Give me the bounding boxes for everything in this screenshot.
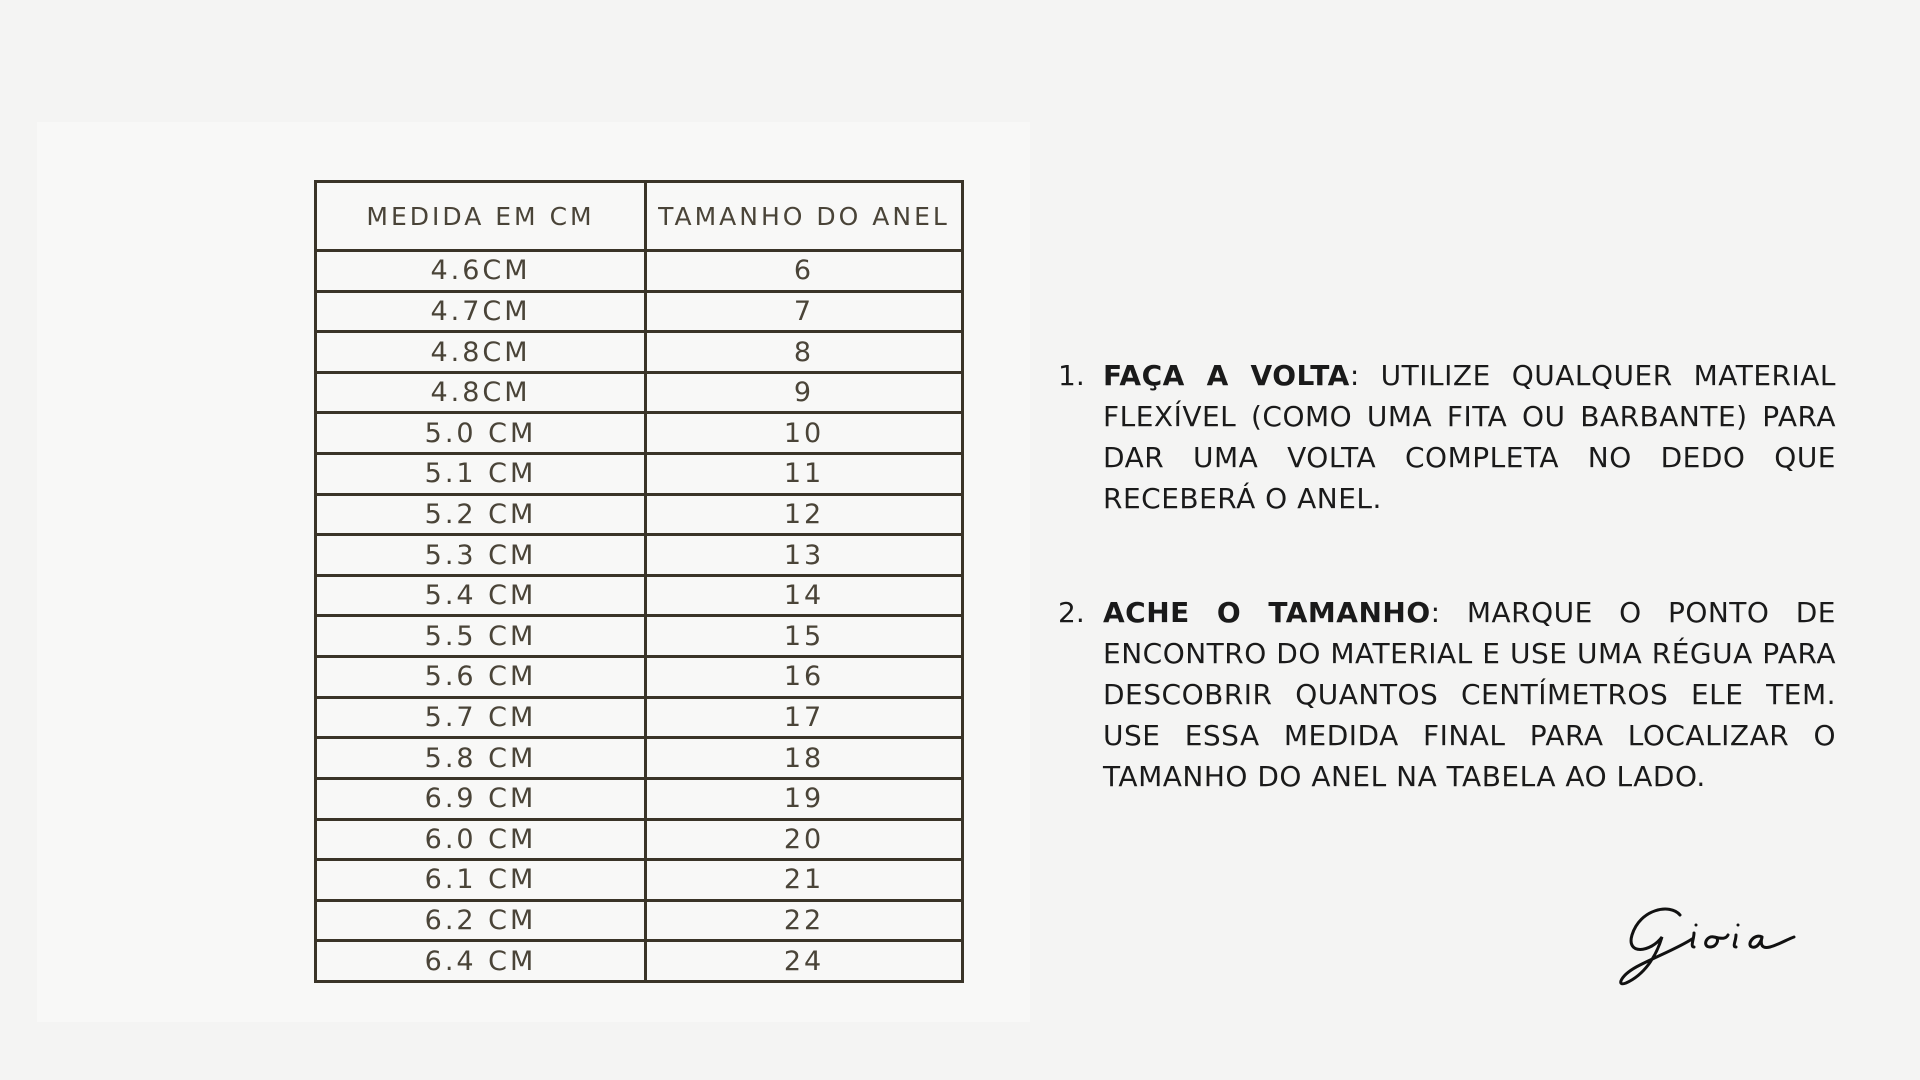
ring-size-cell: 7 [644,289,964,334]
header-measure: MEDIDA EM CM [314,180,647,252]
measure-cell: 5.3 CM [314,533,647,577]
ring-size-table: MEDIDA EM CM TAMANHO DO ANEL 4.6CM 6 4.7CM… [314,180,964,983]
ring-size-cell: 18 [644,736,964,780]
ring-size-cell: 9 [644,370,964,415]
table-row: 6.2 CM 22 [314,898,964,943]
ring-size-cell: 11 [644,452,964,496]
measure-cell: 5.0 CM [314,411,647,456]
table-row: 4.7CM 7 [314,289,964,334]
ring-size-cell: 15 [644,614,964,659]
measure-cell: 6.2 CM [314,898,647,943]
ring-size-cell: 24 [644,939,964,983]
table-row: 6.9 CM 19 [314,776,964,821]
header-ring-size: TAMANHO DO ANEL [644,180,964,252]
step-number: 1. [1058,359,1085,392]
measure-cell: 6.0 CM [314,817,647,862]
table-row: 6.1 CM 21 [314,858,964,902]
table-row: 5.4 CM 14 [314,573,964,618]
ring-size-cell: 20 [644,817,964,862]
table-header-row: MEDIDA EM CM TAMANHO DO ANEL [314,180,964,252]
table-row: 5.5 CM 15 [314,614,964,659]
ring-size-cell: 22 [644,898,964,943]
ring-size-cell: 14 [644,573,964,618]
ring-size-cell: 17 [644,695,964,740]
measure-cell: 4.8CM [314,330,647,374]
measure-cell: 5.7 CM [314,695,647,740]
table-row: 5.0 CM 10 [314,411,964,456]
measure-cell: 6.1 CM [314,858,647,902]
step-text: : UTILIZE QUALQUER MATERIAL FLEXÍVEL (CO… [1103,359,1836,515]
measure-cell: 5.1 CM [314,452,647,496]
table-row: 5.1 CM 11 [314,452,964,496]
ring-size-cell: 21 [644,858,964,902]
measure-cell: 4.7CM [314,289,647,334]
table-row: 5.7 CM 17 [314,695,964,740]
instructions: 1. FAÇA A VOLTA: UTILIZE QUALQUER MATERI… [1058,355,1836,870]
measure-cell: 4.8CM [314,370,647,415]
measure-cell: 6.9 CM [314,776,647,821]
ring-size-cell: 6 [644,249,964,293]
measure-cell: 4.6CM [314,249,647,293]
measure-cell: 5.8 CM [314,736,647,780]
measure-cell: 5.6 CM [314,655,647,699]
step-title: ACHE O TAMANHO [1103,596,1431,629]
step-text: : MARQUE O PONTO DE ENCONTRO DO MATERIAL… [1103,596,1836,793]
table-row: 4.8CM 9 [314,370,964,415]
table-row: 5.2 CM 12 [314,492,964,537]
ring-size-cell: 8 [644,330,964,374]
table-row: 6.0 CM 20 [314,817,964,862]
measure-cell: 5.5 CM [314,614,647,659]
ring-size-cell: 13 [644,533,964,577]
step-title: FAÇA A VOLTA [1103,359,1350,392]
step-2: 2. ACHE O TAMANHO: MARQUE O PONTO DE ENC… [1058,592,1836,797]
step-number: 2. [1058,596,1085,629]
gioia-logo [1619,907,1796,986]
measure-cell: 5.4 CM [314,573,647,618]
measure-cell: 5.2 CM [314,492,647,537]
table-row: 5.3 CM 13 [314,533,964,577]
table-row: 4.8CM 8 [314,330,964,374]
table-row: 5.6 CM 16 [314,655,964,699]
table-row: 4.6CM 6 [314,249,964,293]
measure-cell: 6.4 CM [314,939,647,983]
table-row: 6.4 CM 24 [314,939,964,983]
ring-size-cell: 12 [644,492,964,537]
ring-size-cell: 16 [644,655,964,699]
table-row: 5.8 CM 18 [314,736,964,780]
ring-size-cell: 10 [644,411,964,456]
step-1: 1. FAÇA A VOLTA: UTILIZE QUALQUER MATERI… [1058,355,1836,519]
ring-size-cell: 19 [644,776,964,821]
